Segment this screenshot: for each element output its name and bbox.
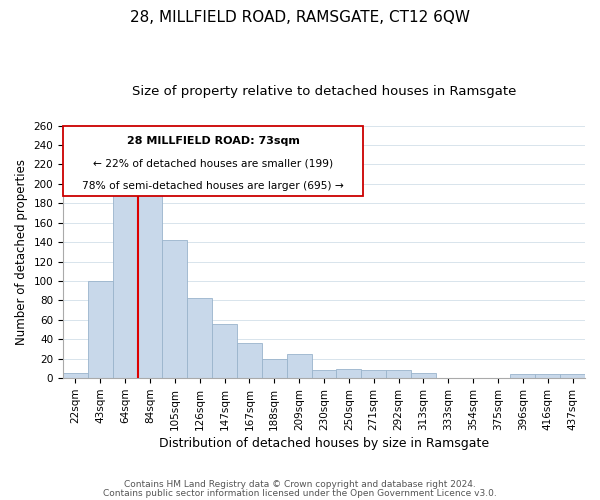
Bar xyxy=(88,281,113,378)
Bar xyxy=(237,343,262,378)
Bar xyxy=(212,324,237,378)
FancyBboxPatch shape xyxy=(63,126,363,196)
Bar xyxy=(511,374,535,378)
Text: 28 MILLFIELD ROAD: 73sqm: 28 MILLFIELD ROAD: 73sqm xyxy=(127,136,299,145)
X-axis label: Distribution of detached houses by size in Ramsgate: Distribution of detached houses by size … xyxy=(159,437,489,450)
Y-axis label: Number of detached properties: Number of detached properties xyxy=(15,159,28,345)
Text: Contains HM Land Registry data © Crown copyright and database right 2024.: Contains HM Land Registry data © Crown c… xyxy=(124,480,476,489)
Bar xyxy=(311,370,337,378)
Text: 78% of semi-detached houses are larger (695) →: 78% of semi-detached houses are larger (… xyxy=(82,181,344,191)
Bar xyxy=(163,240,187,378)
Bar xyxy=(63,374,88,378)
Bar xyxy=(535,374,560,378)
Bar xyxy=(287,354,311,378)
Title: Size of property relative to detached houses in Ramsgate: Size of property relative to detached ho… xyxy=(132,85,516,98)
Bar xyxy=(560,374,585,378)
Text: Contains public sector information licensed under the Open Government Licence v3: Contains public sector information licen… xyxy=(103,488,497,498)
Bar xyxy=(337,370,361,378)
Text: 28, MILLFIELD ROAD, RAMSGATE, CT12 6QW: 28, MILLFIELD ROAD, RAMSGATE, CT12 6QW xyxy=(130,10,470,25)
Bar xyxy=(386,370,411,378)
Bar xyxy=(187,298,212,378)
Text: ← 22% of detached houses are smaller (199): ← 22% of detached houses are smaller (19… xyxy=(93,158,333,168)
Bar xyxy=(361,370,386,378)
Bar xyxy=(113,179,137,378)
Bar xyxy=(411,374,436,378)
Bar xyxy=(137,194,163,378)
Bar xyxy=(262,359,287,378)
